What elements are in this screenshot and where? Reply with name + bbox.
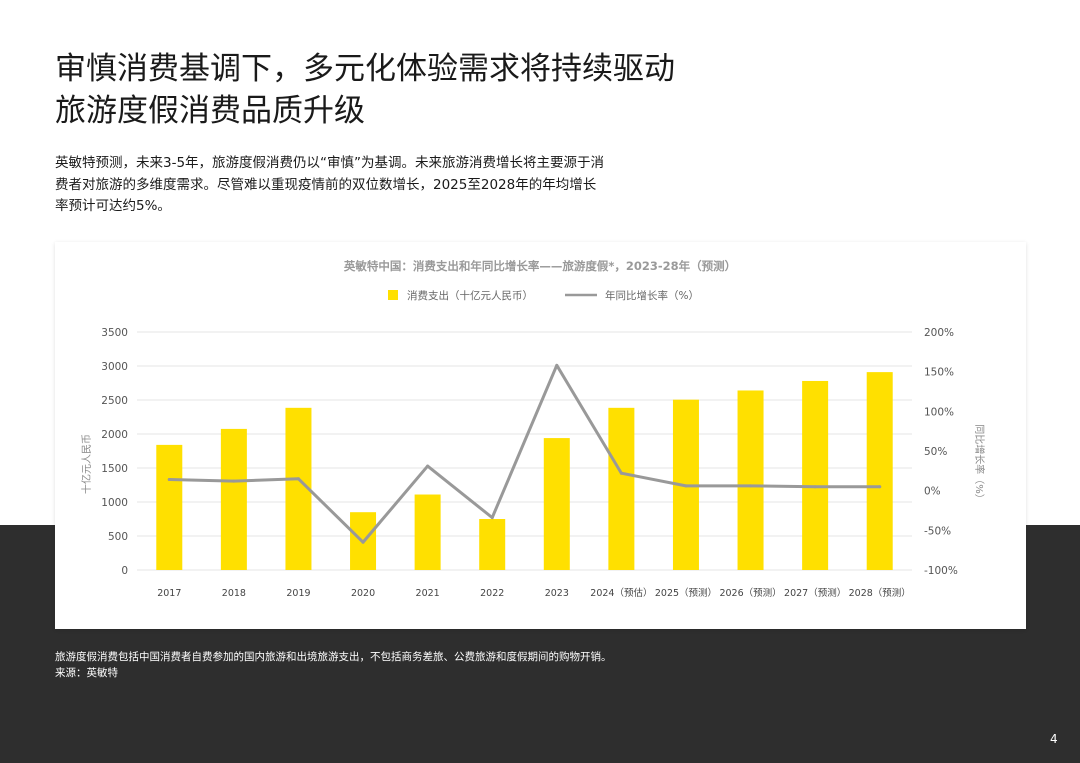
growth-point-2028（预测） — [878, 485, 882, 489]
right-tick-label: 150% — [924, 367, 954, 379]
category-label: 2022 — [480, 588, 504, 599]
footnote: 旅游度假消费包括中国消费者自费参加的国内旅游和出境旅游支出，不包括商务差旅、公费… — [55, 649, 955, 681]
category-label: 2028（预测） — [849, 587, 911, 599]
intro-line-3: 率预计可达约5%。 — [55, 198, 171, 214]
left-tick-label: 500 — [108, 531, 128, 543]
page-title-line-1: 审慎消费基调下，多元化体验需求将持续驱动 — [55, 51, 675, 87]
bar-2017 — [156, 444, 183, 570]
category-label: 2024（预估） — [590, 587, 652, 599]
bar-2023 — [543, 438, 570, 570]
category-label: 2025（预测） — [655, 587, 717, 599]
combo-chart: 英敏特中国：消费支出和年同比增长率——旅游度假*，2023-28年（预测） 消费… — [80, 259, 986, 599]
intro-paragraph: 英敏特预测，未来3-5年，旅游度假消费仍以“审慎”为基调。未来旅游消费增长将主要… — [55, 153, 670, 218]
growth-point-2021 — [426, 464, 430, 468]
footnote-source: 来源：英敏特 — [55, 667, 118, 679]
growth-point-2019 — [296, 477, 300, 481]
right-tick-label: 0% — [924, 486, 941, 498]
footnote-line-1: 旅游度假消费包括中国消费者自费参加的国内旅游和出境旅游支出，不包括商务差旅、公费… — [55, 651, 612, 663]
growth-point-2018 — [232, 479, 236, 483]
left-tick-label: 3500 — [101, 327, 128, 339]
chart-card: 英敏特中国：消费支出和年同比增长率——旅游度假*，2023-28年（预测） 消费… — [55, 242, 1026, 629]
left-tick-label: 3000 — [101, 361, 128, 373]
bar-2024（预估） — [608, 407, 635, 570]
growth-point-2020 — [361, 540, 365, 544]
category-label: 2027（预测） — [784, 587, 846, 599]
growth-point-2025（预测） — [684, 484, 688, 488]
right-tick-label: 200% — [924, 327, 954, 339]
category-label: 2019 — [286, 588, 310, 599]
intro-line-2: 费者对旅游的多维度需求。尽管难以重现疫情前的双位数增长，2025至2028年的年… — [55, 176, 597, 193]
page-title: 审慎消费基调下，多元化体验需求将持续驱动 旅游度假消费品质升级 — [55, 48, 815, 132]
bar-2028（预测） — [866, 372, 893, 570]
legend-line-label: 年同比增长率（%） — [605, 289, 699, 302]
left-tick-label: 2500 — [101, 395, 128, 407]
left-tick-label: 1000 — [101, 497, 128, 509]
category-label: 2021 — [416, 588, 440, 599]
bar-2022 — [479, 519, 506, 570]
page-title-line-2: 旅游度假消费品质升级 — [55, 93, 365, 129]
left-tick-label: 0 — [121, 565, 128, 577]
legend-bar-label: 消费支出（十亿元人民币） — [407, 289, 533, 302]
growth-point-2027（预测） — [813, 485, 817, 489]
chart-title: 英敏特中国：消费支出和年同比增长率——旅游度假*，2023-28年（预测） — [343, 259, 736, 273]
chart-legend: 消费支出（十亿元人民币） 年同比增长率（%） — [388, 289, 699, 302]
growth-point-2022 — [490, 516, 494, 520]
grid-lines — [137, 331, 912, 571]
bar-2027（预测） — [802, 380, 829, 570]
right-axis-ticks: 200% 150% 100% 50% 0% -50% -100% — [924, 327, 958, 577]
x-axis-category-labels: 2017 2018 2019 2020 2021 2022 2023 2024（预估） 2025… — [157, 587, 911, 599]
page-number: 4 — [1050, 732, 1058, 746]
expenditure-bars — [156, 372, 893, 570]
right-tick-label: 50% — [924, 446, 947, 458]
intro-line-1: 英敏特预测，未来3-5年，旅游度假消费仍以“审慎”为基调。未来旅游消费增长将主要… — [55, 155, 605, 171]
growth-point-2017 — [167, 478, 171, 482]
legend-bar-swatch — [388, 290, 398, 300]
right-tick-label: -50% — [924, 525, 951, 537]
bar-2026（预测） — [737, 390, 764, 570]
left-axis-label: 十亿元人民币 — [80, 434, 93, 494]
growth-rate-line — [167, 363, 882, 544]
growth-rate-polyline — [167, 363, 882, 544]
left-tick-label: 2000 — [101, 429, 128, 441]
growth-point-2026（预测） — [749, 484, 753, 488]
bar-2018 — [220, 428, 247, 570]
category-label: 2017 — [157, 588, 181, 599]
category-label: 2018 — [222, 588, 246, 599]
right-tick-label: -100% — [924, 565, 958, 577]
growth-point-2024（预估） — [619, 471, 623, 475]
right-axis-label: 同比增长率（%） — [973, 424, 986, 504]
growth-point-2023 — [555, 363, 559, 367]
category-label: 2023 — [545, 588, 569, 599]
right-tick-label: 100% — [924, 406, 954, 418]
category-label: 2020 — [351, 588, 375, 599]
bar-2021 — [414, 494, 441, 570]
category-label: 2026（预测） — [719, 587, 781, 599]
left-tick-label: 1500 — [101, 463, 128, 475]
left-axis-ticks: 3500 3000 2500 2000 1500 1000 500 0 — [101, 327, 128, 577]
